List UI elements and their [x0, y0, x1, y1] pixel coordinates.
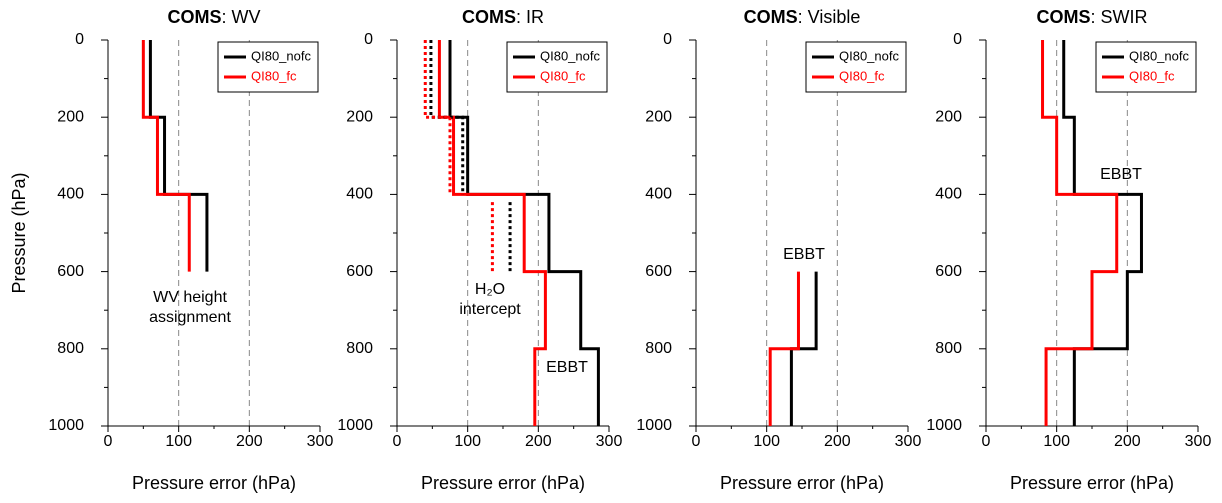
y-tick-label: 1000: [926, 417, 962, 434]
x-tick-label: 300: [596, 433, 623, 450]
title-prefix: COMS: [744, 7, 798, 27]
x-axis-label: Pressure error (hPa): [132, 473, 296, 493]
series-line: [141, 40, 191, 272]
x-tick-label: 200: [824, 433, 851, 450]
x-tick-label: 200: [1114, 433, 1141, 450]
legend-label: QI80_nofc: [251, 48, 311, 63]
x-tick-label: 300: [307, 433, 334, 450]
x-tick-label: 200: [236, 433, 263, 450]
y-tick-label: 0: [75, 31, 84, 48]
y-tick-label: 0: [663, 31, 672, 48]
x-axis-label: Pressure error (hPa): [720, 473, 884, 493]
series-line: [448, 40, 600, 426]
title-prefix: COMS: [168, 7, 222, 27]
legend-label: QI80_fc: [251, 68, 297, 83]
legend-box: [1095, 41, 1197, 93]
x-tick-label: 0: [393, 433, 402, 450]
panel-title: COMS: IR: [462, 7, 544, 27]
title-text: : IR: [516, 7, 544, 27]
y-tick-label: 1000: [636, 417, 672, 434]
series-line: [1062, 40, 1143, 426]
y-tick-label: 1000: [337, 417, 373, 434]
legend-label: QI80_fc: [1129, 68, 1175, 83]
y-tick-label: 800: [346, 340, 373, 357]
legend-box: [217, 41, 319, 93]
annotation: WV height: [153, 289, 227, 306]
y-tick-label: 600: [57, 263, 84, 280]
annotation: EBBT: [1100, 166, 1142, 183]
legend-label: QI80_nofc: [540, 48, 600, 63]
annotation: H₂O: [475, 281, 505, 298]
title-prefix: COMS: [1037, 7, 1091, 27]
y-tick-label: 0: [953, 31, 962, 48]
y-tick-label: 200: [935, 108, 962, 125]
panel-title: COMS: SWIR: [1037, 7, 1148, 27]
annotation: EBBT: [546, 359, 588, 376]
legend-label: QI80_fc: [540, 68, 586, 83]
title-text: : WV: [222, 7, 261, 27]
x-tick-label: 0: [692, 433, 701, 450]
y-tick-label: 200: [57, 108, 84, 125]
title-text: : SWIR: [1091, 7, 1148, 27]
x-tick-label: 100: [1043, 433, 1070, 450]
x-tick-label: 100: [165, 433, 192, 450]
y-tick-label: 600: [935, 263, 962, 280]
y-tick-label: 400: [346, 186, 373, 203]
annotation: intercept: [459, 301, 521, 318]
x-axis-label: Pressure error (hPa): [1010, 473, 1174, 493]
y-axis-label: Pressure (hPa): [9, 172, 29, 293]
panel-title: COMS: WV: [168, 7, 261, 27]
y-tick-label: 400: [935, 186, 962, 203]
x-tick-label: 0: [982, 433, 991, 450]
series-line: [429, 40, 512, 272]
legend-box: [506, 41, 608, 93]
legend-label: QI80_fc: [839, 68, 885, 83]
panel-title: COMS: Visible: [744, 7, 861, 27]
series-line: [789, 271, 818, 426]
y-tick-label: 200: [346, 108, 373, 125]
y-tick-label: 0: [364, 31, 373, 48]
series-line: [1041, 40, 1119, 426]
y-tick-label: 400: [57, 186, 84, 203]
x-tick-label: 300: [1185, 433, 1212, 450]
series-line: [148, 40, 209, 272]
y-tick-label: 200: [645, 108, 672, 125]
y-tick-label: 800: [935, 340, 962, 357]
legend-box: [805, 41, 907, 93]
y-tick-label: 1000: [48, 417, 84, 434]
title-prefix: COMS: [462, 7, 516, 27]
y-tick-label: 600: [645, 263, 672, 280]
y-tick-label: 400: [645, 186, 672, 203]
y-tick-label: 800: [645, 340, 672, 357]
legend-label: QI80_nofc: [1129, 48, 1189, 63]
x-axis-label: Pressure error (hPa): [421, 473, 585, 493]
title-text: : Visible: [798, 7, 861, 27]
x-tick-label: 100: [454, 433, 481, 450]
series-line: [768, 271, 800, 426]
x-tick-label: 200: [525, 433, 552, 450]
series-line: [423, 40, 494, 272]
legend-label: QI80_nofc: [839, 48, 899, 63]
x-tick-label: 100: [753, 433, 780, 450]
x-tick-label: 0: [104, 433, 113, 450]
annotation: EBBT: [783, 246, 825, 263]
x-tick-label: 300: [895, 433, 922, 450]
y-tick-label: 800: [57, 340, 84, 357]
annotation: assignment: [149, 309, 231, 326]
y-tick-label: 600: [346, 263, 373, 280]
